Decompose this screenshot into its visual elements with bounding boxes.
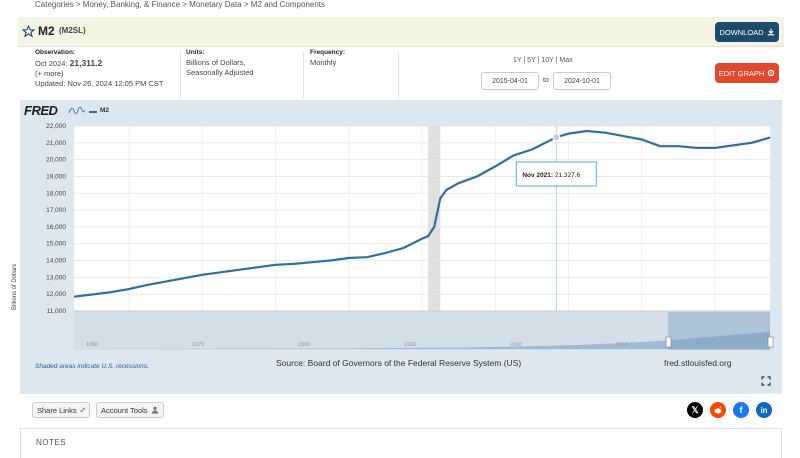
notes-label: NOTES [36, 438, 67, 447]
download-label: DOWNLOAD [719, 27, 764, 37]
reddit-icon [714, 406, 722, 414]
linkedin-share-button[interactable]: in [756, 402, 772, 418]
range-links: 1Y | 5Y | 10Y | Max [513, 57, 573, 64]
divider [398, 52, 399, 98]
recession-note: Shaded areas indicate U.S. recessions. [35, 363, 149, 370]
breadcrumb[interactable]: Categories > Money, Banking, & Finance >… [35, 0, 326, 9]
date-to-label: to [543, 77, 549, 84]
overview-selected-range[interactable] [668, 312, 770, 350]
legend-swatch [89, 111, 97, 113]
overview-tick-label: 1970 [192, 342, 204, 348]
overview-left-handle[interactable] [665, 336, 672, 348]
y-axis-title: Billions of Dollars [12, 263, 18, 310]
share-links-label: Share Links [37, 405, 77, 415]
y-tick-label: 14,000 [46, 258, 66, 265]
account-tools-label: Account Tools [101, 405, 148, 415]
facebook-icon: f [739, 405, 743, 415]
divider [303, 52, 304, 98]
updated-timestamp: Updated: Nov 26, 2024 12:05 PM CST [35, 79, 164, 88]
y-tick-label: 13,000 [46, 274, 66, 281]
start-date-input[interactable]: 2015-04-01 [481, 72, 539, 90]
overview-tick-label: 1960 [86, 342, 98, 348]
units-value-line1: Billions of Dollars, [186, 58, 246, 67]
overview-series-area [74, 332, 770, 349]
units-value-line2: Seasonally Adjusted [186, 68, 254, 77]
facebook-share-button[interactable]: f [733, 402, 749, 418]
series-id: (M2SL) [59, 26, 86, 35]
overview-tick-label: 2000 [510, 342, 522, 348]
series-title: M2 [38, 24, 55, 38]
fred-site-link[interactable]: fred.stlouisfed.org [664, 358, 732, 368]
overview-right-handle[interactable] [767, 336, 774, 348]
share-links-button[interactable]: Share Links [32, 402, 90, 418]
series-line-m2[interactable] [73, 129, 771, 298]
end-date-input[interactable]: 2024-10-01 [553, 72, 611, 90]
chart-svg[interactable]: 11,000 12,000 13,000 14,000 15,000 16,000 17,0… [20, 100, 782, 352]
units-label: Units: [186, 49, 205, 56]
fred-signature-logo [68, 106, 86, 114]
account-tools-button[interactable]: Account Tools [96, 402, 164, 418]
hover-point-marker [552, 133, 561, 142]
y-tick-label: 19,000 [46, 173, 66, 180]
y-tick-label: 20,000 [46, 157, 66, 164]
source-text: Source: Board of Governors of the Federa… [276, 358, 522, 368]
gear-icon [768, 69, 775, 77]
tooltip-value: 21,327.6 [555, 172, 581, 179]
frequency-value: Monthly [310, 58, 337, 67]
observation-value: 21,311.2 [69, 58, 103, 68]
series-title-bar: M2 (M2SL) DOWNLOAD [18, 17, 784, 47]
observation-date: Oct 2024: [35, 59, 68, 68]
tooltip-box [515, 161, 597, 187]
y-tick-label: 18,000 [46, 190, 66, 197]
fullscreen-icon[interactable] [761, 376, 771, 386]
y-tick-label: 21,000 [46, 140, 66, 147]
chart-panel: FRED M2 Billions of Dollars 11,000 12,000… [12, 100, 782, 394]
overview-navigator[interactable]: 1960 1970 1980 1990 2000 2010 [20, 100, 782, 352]
edit-graph-label: EDIT GRAPH [718, 68, 765, 78]
y-tick-label: 15,000 [46, 241, 66, 248]
link-icon [80, 407, 85, 413]
y-tick-label: 11,000 [47, 308, 67, 315]
linkedin-icon: in [760, 405, 768, 415]
observation-label: Observation: [35, 49, 76, 56]
download-icon [767, 28, 774, 36]
overview-tick-label: 2010 [616, 342, 628, 348]
y-tick-label: 17,000 [46, 207, 66, 214]
edit-graph-button[interactable]: EDIT GRAPH [715, 63, 779, 83]
range-10y-link[interactable]: 10Y [541, 57, 554, 64]
frequency-label: Frequency: [310, 49, 346, 56]
x-share-button[interactable]: 𝕏 [687, 402, 703, 418]
observation-block: Observation: Oct 2024: 21,311.2 (+ more)… [35, 48, 180, 100]
y-tick-label: 16,000 [46, 224, 66, 231]
more-observations-link[interactable]: (+ more) [35, 69, 64, 78]
overview-tick-label: 1980 [298, 342, 310, 348]
frequency-block: Frequency: Monthly [310, 48, 390, 100]
download-button[interactable]: DOWNLOAD [715, 22, 779, 42]
overview-tick-label: 1990 [404, 342, 416, 348]
units-block: Units: Billions of Dollars, Seasonally A… [186, 48, 301, 100]
range-max-link[interactable]: Max [559, 57, 573, 64]
tooltip-date: Nov 2021: [522, 172, 555, 179]
user-icon [151, 406, 158, 414]
x-icon: 𝕏 [691, 404, 699, 415]
fred-logo: FRED [24, 103, 58, 118]
y-tick-label: 12,000 [46, 291, 66, 298]
notes-section: NOTES [20, 428, 782, 458]
star-icon[interactable] [22, 25, 35, 38]
range-1y-link[interactable]: 1Y [513, 57, 522, 64]
recession-band [428, 126, 441, 311]
y-tick-label: 22,000 [46, 123, 66, 130]
reddit-share-button[interactable] [710, 402, 726, 418]
legend-label: M2 [100, 107, 110, 114]
divider [180, 52, 181, 98]
range-5y-link[interactable]: 5Y [527, 57, 536, 64]
tooltip-text: Nov 2021: 21,327.6 [522, 172, 580, 179]
